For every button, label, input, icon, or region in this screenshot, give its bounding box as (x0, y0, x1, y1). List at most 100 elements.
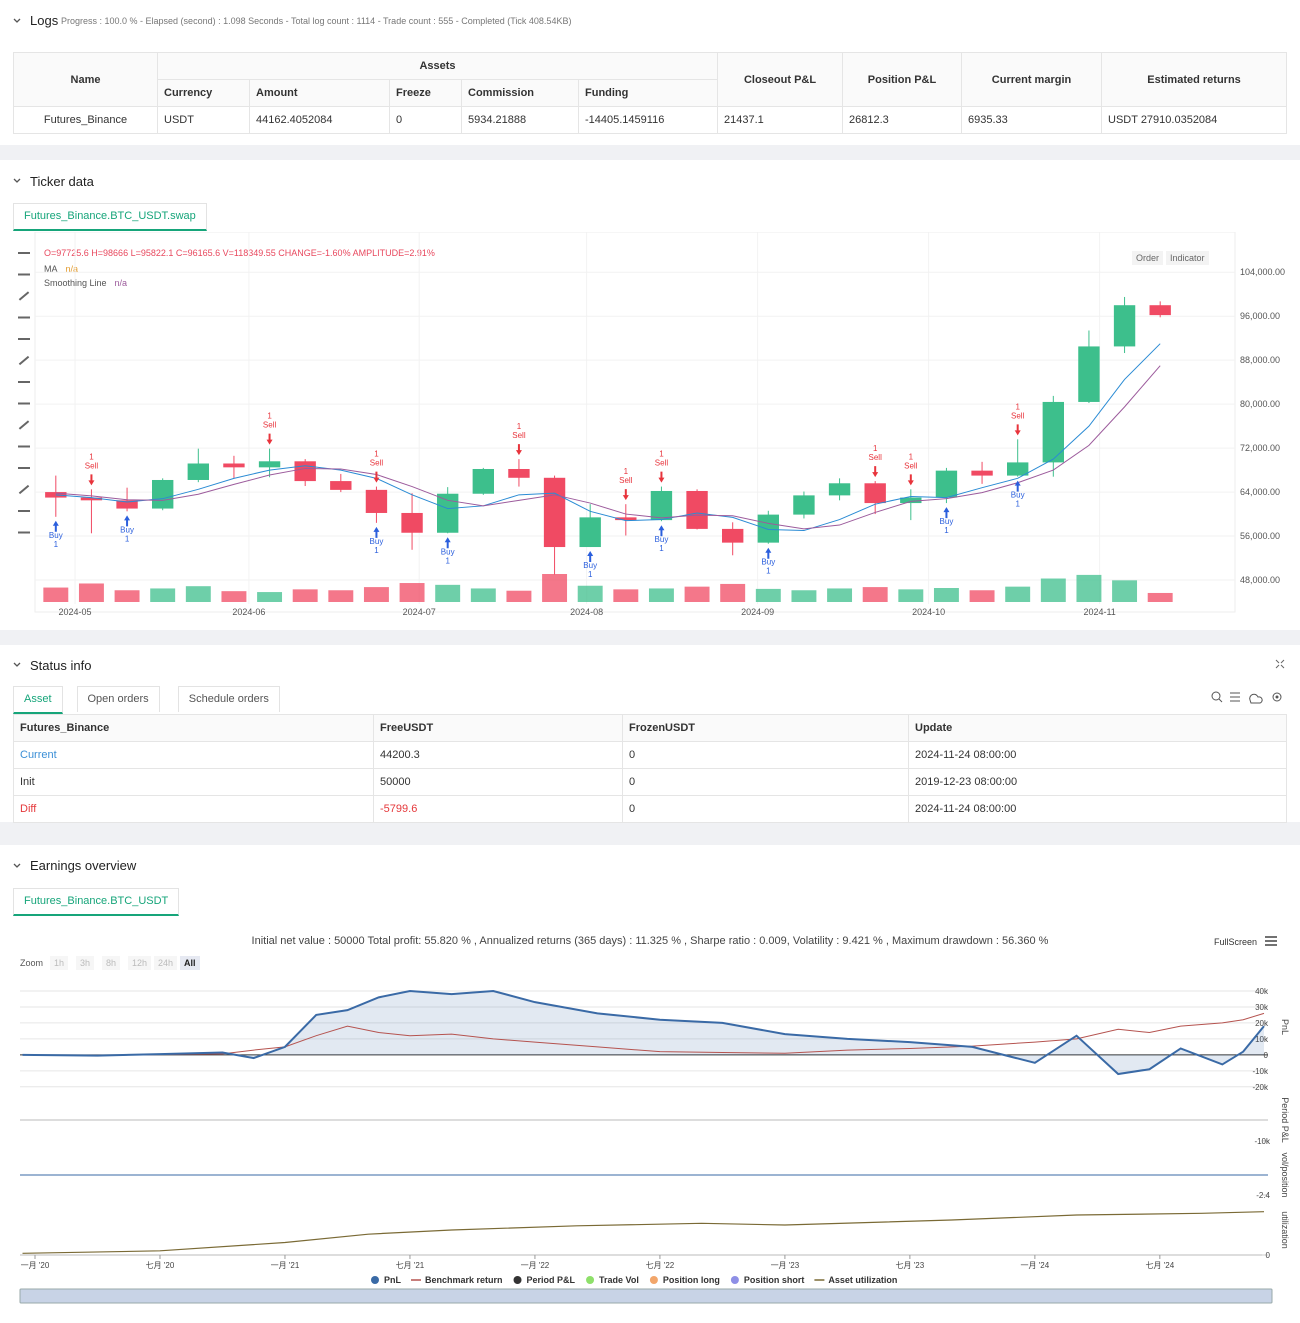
tool-icon[interactable] (18, 316, 30, 319)
volume-bar (684, 586, 710, 602)
candle-body (935, 470, 958, 498)
signal-label: Sell (512, 431, 526, 440)
collapse-icon[interactable] (12, 861, 22, 871)
zoom-button[interactable]: All (180, 956, 200, 970)
candle-body (1149, 305, 1171, 316)
table-cell: USDT 27910.0352084 (1101, 106, 1288, 134)
y-tick-label: 48,000.00 (1240, 575, 1280, 585)
table-cell: 44200.3 (373, 741, 623, 769)
volume-bar (328, 590, 354, 602)
utilization-line (22, 1211, 1265, 1254)
x-tick-label: 七月 '24 (1146, 1261, 1175, 1270)
earnings-chart: 40k 30k 20k 10k 0 -10k -20k PnL -10k Period P&L -2… (19, 987, 1290, 1304)
fullscreen-button[interactable]: FullScreen (1214, 937, 1258, 947)
candle-body (472, 468, 494, 494)
tool-icon[interactable] (18, 420, 30, 430)
collapse-icon[interactable] (12, 16, 22, 26)
expand-icon[interactable] (1275, 659, 1285, 669)
legend-label[interactable]: PnL (384, 1275, 402, 1285)
panel-label: vol/position (1280, 1152, 1290, 1197)
x-tick-label: 七月 '23 (896, 1261, 925, 1270)
status-tab[interactable]: Asset (13, 686, 63, 714)
candle-body (1078, 346, 1100, 402)
status-tab[interactable]: Open orders (76, 686, 160, 712)
panel-label: utilization (1280, 1211, 1290, 1249)
status-tab[interactable]: Schedule orders (177, 686, 280, 712)
legend-entry: MA n/a (44, 262, 127, 276)
table-header: Closeout P&L (717, 52, 844, 107)
table-cell: 0 (389, 106, 462, 134)
table-header: Estimated returns (1101, 52, 1288, 107)
tool-icon[interactable] (18, 402, 30, 405)
y-tick-label: 0 (1266, 1251, 1271, 1260)
tool-icon[interactable] (18, 531, 30, 534)
tool-icon[interactable] (18, 467, 30, 469)
volume-bar (1076, 574, 1102, 602)
signal-count: 1 (1015, 402, 1020, 411)
signal-count: 1 (624, 467, 629, 476)
tool-icon[interactable] (18, 381, 30, 383)
zoom-button[interactable]: 24h (154, 956, 178, 970)
tool-icon[interactable] (18, 510, 30, 512)
volume-bar (827, 588, 853, 602)
collapse-icon[interactable] (12, 176, 22, 186)
volume-bar (292, 589, 318, 602)
status-table: Futures_Binance FreeUSDT FrozenUSDT Update C… (13, 714, 1287, 823)
table-row: Name Assets Closeout P&L Position P&L Curren… (13, 52, 1288, 107)
signal-label: Sell (869, 453, 883, 462)
signal-count: 1 (374, 450, 379, 459)
ticker-section: Ticker data Futures_Binance.BTC_USDT.swa… (0, 160, 1300, 630)
x-tick-label: 一月 '22 (521, 1261, 550, 1270)
signal-label: Sell (655, 459, 669, 468)
legend-label[interactable]: Position short (744, 1275, 805, 1285)
table-cell: 6935.33 (961, 106, 1103, 134)
y-tick-label: 40k (1255, 987, 1269, 996)
tool-icon[interactable] (18, 291, 30, 301)
candle-body (80, 497, 103, 501)
navigator[interactable] (19, 1288, 1273, 1304)
earnings-section: Earnings overview Futures_Binance.BTC_US… (0, 845, 1300, 1323)
zoom-button[interactable]: 1h (50, 956, 69, 970)
y-tick-label: 56,000.00 (1240, 531, 1280, 541)
tool-icon[interactable] (18, 355, 30, 366)
volume-bar (577, 585, 603, 602)
tool-icon[interactable] (18, 338, 30, 340)
indicator-button[interactable]: Indicator (1166, 251, 1209, 265)
legend-label[interactable]: Trade Vol (599, 1275, 639, 1285)
legend-label[interactable]: Benchmark return (425, 1275, 503, 1285)
menu-icon[interactable] (1265, 936, 1277, 946)
volume-bar (898, 589, 924, 602)
order-button[interactable]: Order (1132, 251, 1164, 265)
series-line (22, 989, 1265, 1076)
tool-icon[interactable] (18, 484, 30, 495)
y-tick-label: -20k (1252, 1083, 1269, 1092)
legend-name: MA (44, 264, 58, 274)
tool-icon[interactable] (18, 273, 30, 276)
signal-arrow (658, 525, 665, 537)
collapse-icon[interactable] (12, 660, 22, 670)
earnings-tab[interactable]: Futures_Binance.BTC_USDT (13, 888, 180, 916)
signal-count: 1 (445, 556, 450, 565)
candle-body (650, 490, 673, 521)
candle-body (45, 492, 67, 498)
tool-icon[interactable] (18, 445, 30, 448)
zoom-button[interactable]: 12h (128, 956, 152, 970)
signal-arrow (373, 526, 380, 538)
legend-label[interactable]: Position long (663, 1275, 720, 1285)
signal-arrow (124, 515, 131, 527)
ticker-tab[interactable]: Futures_Binance.BTC_USDT.swap (13, 203, 207, 231)
zoom-button[interactable]: 3h (76, 956, 95, 970)
x-tick-label: 七月 '21 (396, 1261, 425, 1270)
candle-body (152, 479, 174, 509)
legend-label[interactable]: Asset utilization (828, 1275, 897, 1285)
signal-count: 1 (267, 412, 272, 421)
tool-icon[interactable] (18, 252, 30, 254)
signal-label: Buy (120, 525, 134, 534)
signal-arrow (907, 474, 914, 486)
indicator-line (55, 343, 1161, 532)
candle-body (615, 517, 637, 521)
zoom-button[interactable]: 8h (102, 956, 121, 970)
y-tick-label: 88,000.00 (1240, 355, 1280, 365)
legend-label[interactable]: Period P&L (527, 1275, 576, 1285)
log-summary: Progress : 100.0 % - Elapsed (second) : … (61, 16, 572, 26)
